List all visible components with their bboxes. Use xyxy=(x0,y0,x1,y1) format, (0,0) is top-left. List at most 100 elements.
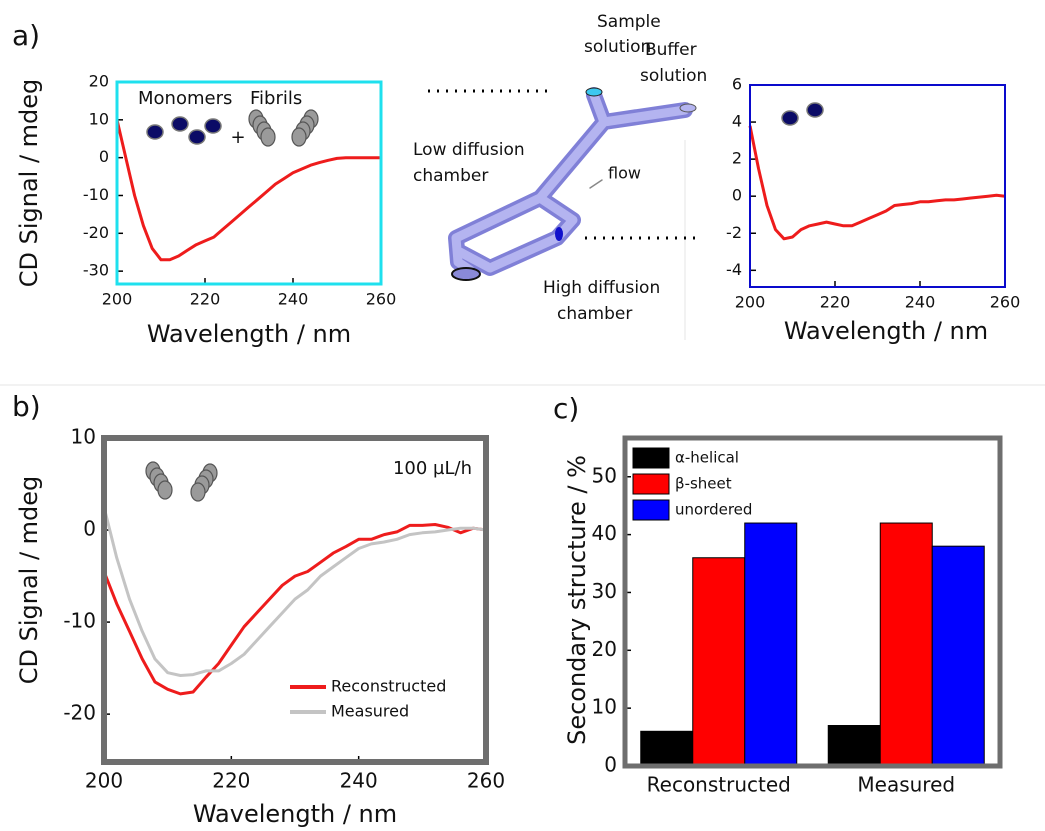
channel xyxy=(448,87,693,278)
x-tick-label: 200 xyxy=(85,769,123,793)
fibril xyxy=(260,127,276,147)
y-tick-label: 40 xyxy=(592,521,617,545)
plot-frame xyxy=(622,435,1003,769)
annotation: Monomers xyxy=(138,88,232,109)
bar xyxy=(827,725,881,767)
x-tick-label: 240 xyxy=(905,293,936,312)
x-tick-label: 220 xyxy=(820,293,851,312)
detection-spot xyxy=(555,227,563,241)
device xyxy=(448,87,697,281)
y-tick-label: -30 xyxy=(83,261,109,280)
y-tick-label: -2 xyxy=(726,223,742,242)
y-tick-label: 20 xyxy=(592,637,617,661)
diagram-label: flow xyxy=(608,164,641,183)
x-tick-label: 240 xyxy=(340,769,378,793)
y-tick-label: 10 xyxy=(71,425,96,449)
x-tick-label: Measured xyxy=(857,773,955,797)
bar xyxy=(692,557,746,767)
y-axis-label: Secondary structure / % xyxy=(563,455,591,745)
fibril xyxy=(157,480,173,500)
line xyxy=(748,125,1006,241)
y-tick-label: 10 xyxy=(592,695,617,719)
line xyxy=(102,523,487,696)
bar xyxy=(640,730,694,767)
x-axis-label: Wavelength / nm xyxy=(193,800,397,828)
diagram-label: Buffer xyxy=(645,40,697,60)
y-tick-label: 30 xyxy=(592,579,617,603)
plot-frame xyxy=(749,84,1006,288)
x-tick-label: 220 xyxy=(190,290,221,309)
plot-frame xyxy=(115,80,383,286)
legend-swatch xyxy=(632,499,670,521)
y-tick-label: 0 xyxy=(99,147,109,166)
panel-label: a) xyxy=(12,19,40,52)
diagram-label: Sample xyxy=(597,12,661,32)
x-tick-label: 200 xyxy=(102,290,133,309)
y-tick-label: 50 xyxy=(592,463,617,487)
x-tick-label: 260 xyxy=(467,769,505,793)
x-tick-label: 260 xyxy=(366,290,397,309)
fibril-icons xyxy=(145,461,218,502)
y-tick-label: 0 xyxy=(732,186,742,205)
fibril xyxy=(291,127,307,147)
y-tick-label: 0 xyxy=(604,753,617,777)
y-axis-label: CD Signal / mdeg xyxy=(15,476,43,685)
monomer-icons xyxy=(146,116,222,145)
diagram-label: chamber xyxy=(413,166,488,186)
y-tick-label: 2 xyxy=(732,149,742,168)
monomer xyxy=(781,110,799,126)
legend-swatch xyxy=(632,473,670,495)
diagram-label: Low diffusion xyxy=(413,140,525,160)
bar xyxy=(879,522,933,767)
y-tick-label: 6 xyxy=(732,75,742,94)
x-tick-label: 240 xyxy=(278,290,309,309)
fibril-icons xyxy=(248,109,319,147)
x-tick-label: 200 xyxy=(735,293,766,312)
legend-label: unordered xyxy=(675,501,752,519)
monomer xyxy=(188,129,206,145)
inlet xyxy=(679,103,697,113)
x-tick-label: 220 xyxy=(212,769,250,793)
y-tick-label: -10 xyxy=(63,609,96,633)
flow-arrow xyxy=(589,179,603,189)
plot-frame xyxy=(101,435,489,765)
diagram-label: solution xyxy=(640,66,707,86)
monomer-icons xyxy=(781,102,824,126)
y-tick-label: -20 xyxy=(63,701,96,725)
y-tick-label: -10 xyxy=(83,185,109,204)
annotation: + xyxy=(230,127,245,148)
y-tick-label: 0 xyxy=(83,517,96,541)
legend-label: Reconstructed xyxy=(331,677,446,696)
diagram-label: High diffusion xyxy=(543,278,660,298)
legend-label: Measured xyxy=(331,702,409,721)
x-axis-label: Wavelength / nm xyxy=(784,317,988,345)
panel-label: b) xyxy=(12,390,41,423)
monomer xyxy=(171,116,189,132)
annotation: 100 µL/h xyxy=(393,458,472,479)
legend-swatch xyxy=(632,447,670,469)
diagram-label: solution xyxy=(584,37,651,57)
y-tick-label: -4 xyxy=(726,260,742,279)
line xyxy=(102,506,487,677)
y-axis-label: CD Signal / mdeg xyxy=(15,79,43,288)
line xyxy=(115,119,381,262)
diagram-label: chamber xyxy=(557,304,632,324)
y-tick-label: 4 xyxy=(732,112,742,131)
annotation: Fibrils xyxy=(250,88,302,109)
fibril xyxy=(190,482,206,502)
x-tick-label: 260 xyxy=(990,293,1021,312)
y-tick-label: 20 xyxy=(89,72,109,91)
monomer xyxy=(204,118,222,134)
monomer xyxy=(146,124,164,140)
y-tick-label: 10 xyxy=(89,109,109,128)
legend-label: α-helical xyxy=(675,449,739,467)
y-tick-label: -20 xyxy=(83,223,109,242)
inlet xyxy=(585,87,603,97)
panel-label: c) xyxy=(553,392,579,425)
bar xyxy=(744,522,798,767)
x-tick-label: Reconstructed xyxy=(647,773,791,797)
outlet xyxy=(451,267,481,281)
monomer xyxy=(806,102,824,118)
